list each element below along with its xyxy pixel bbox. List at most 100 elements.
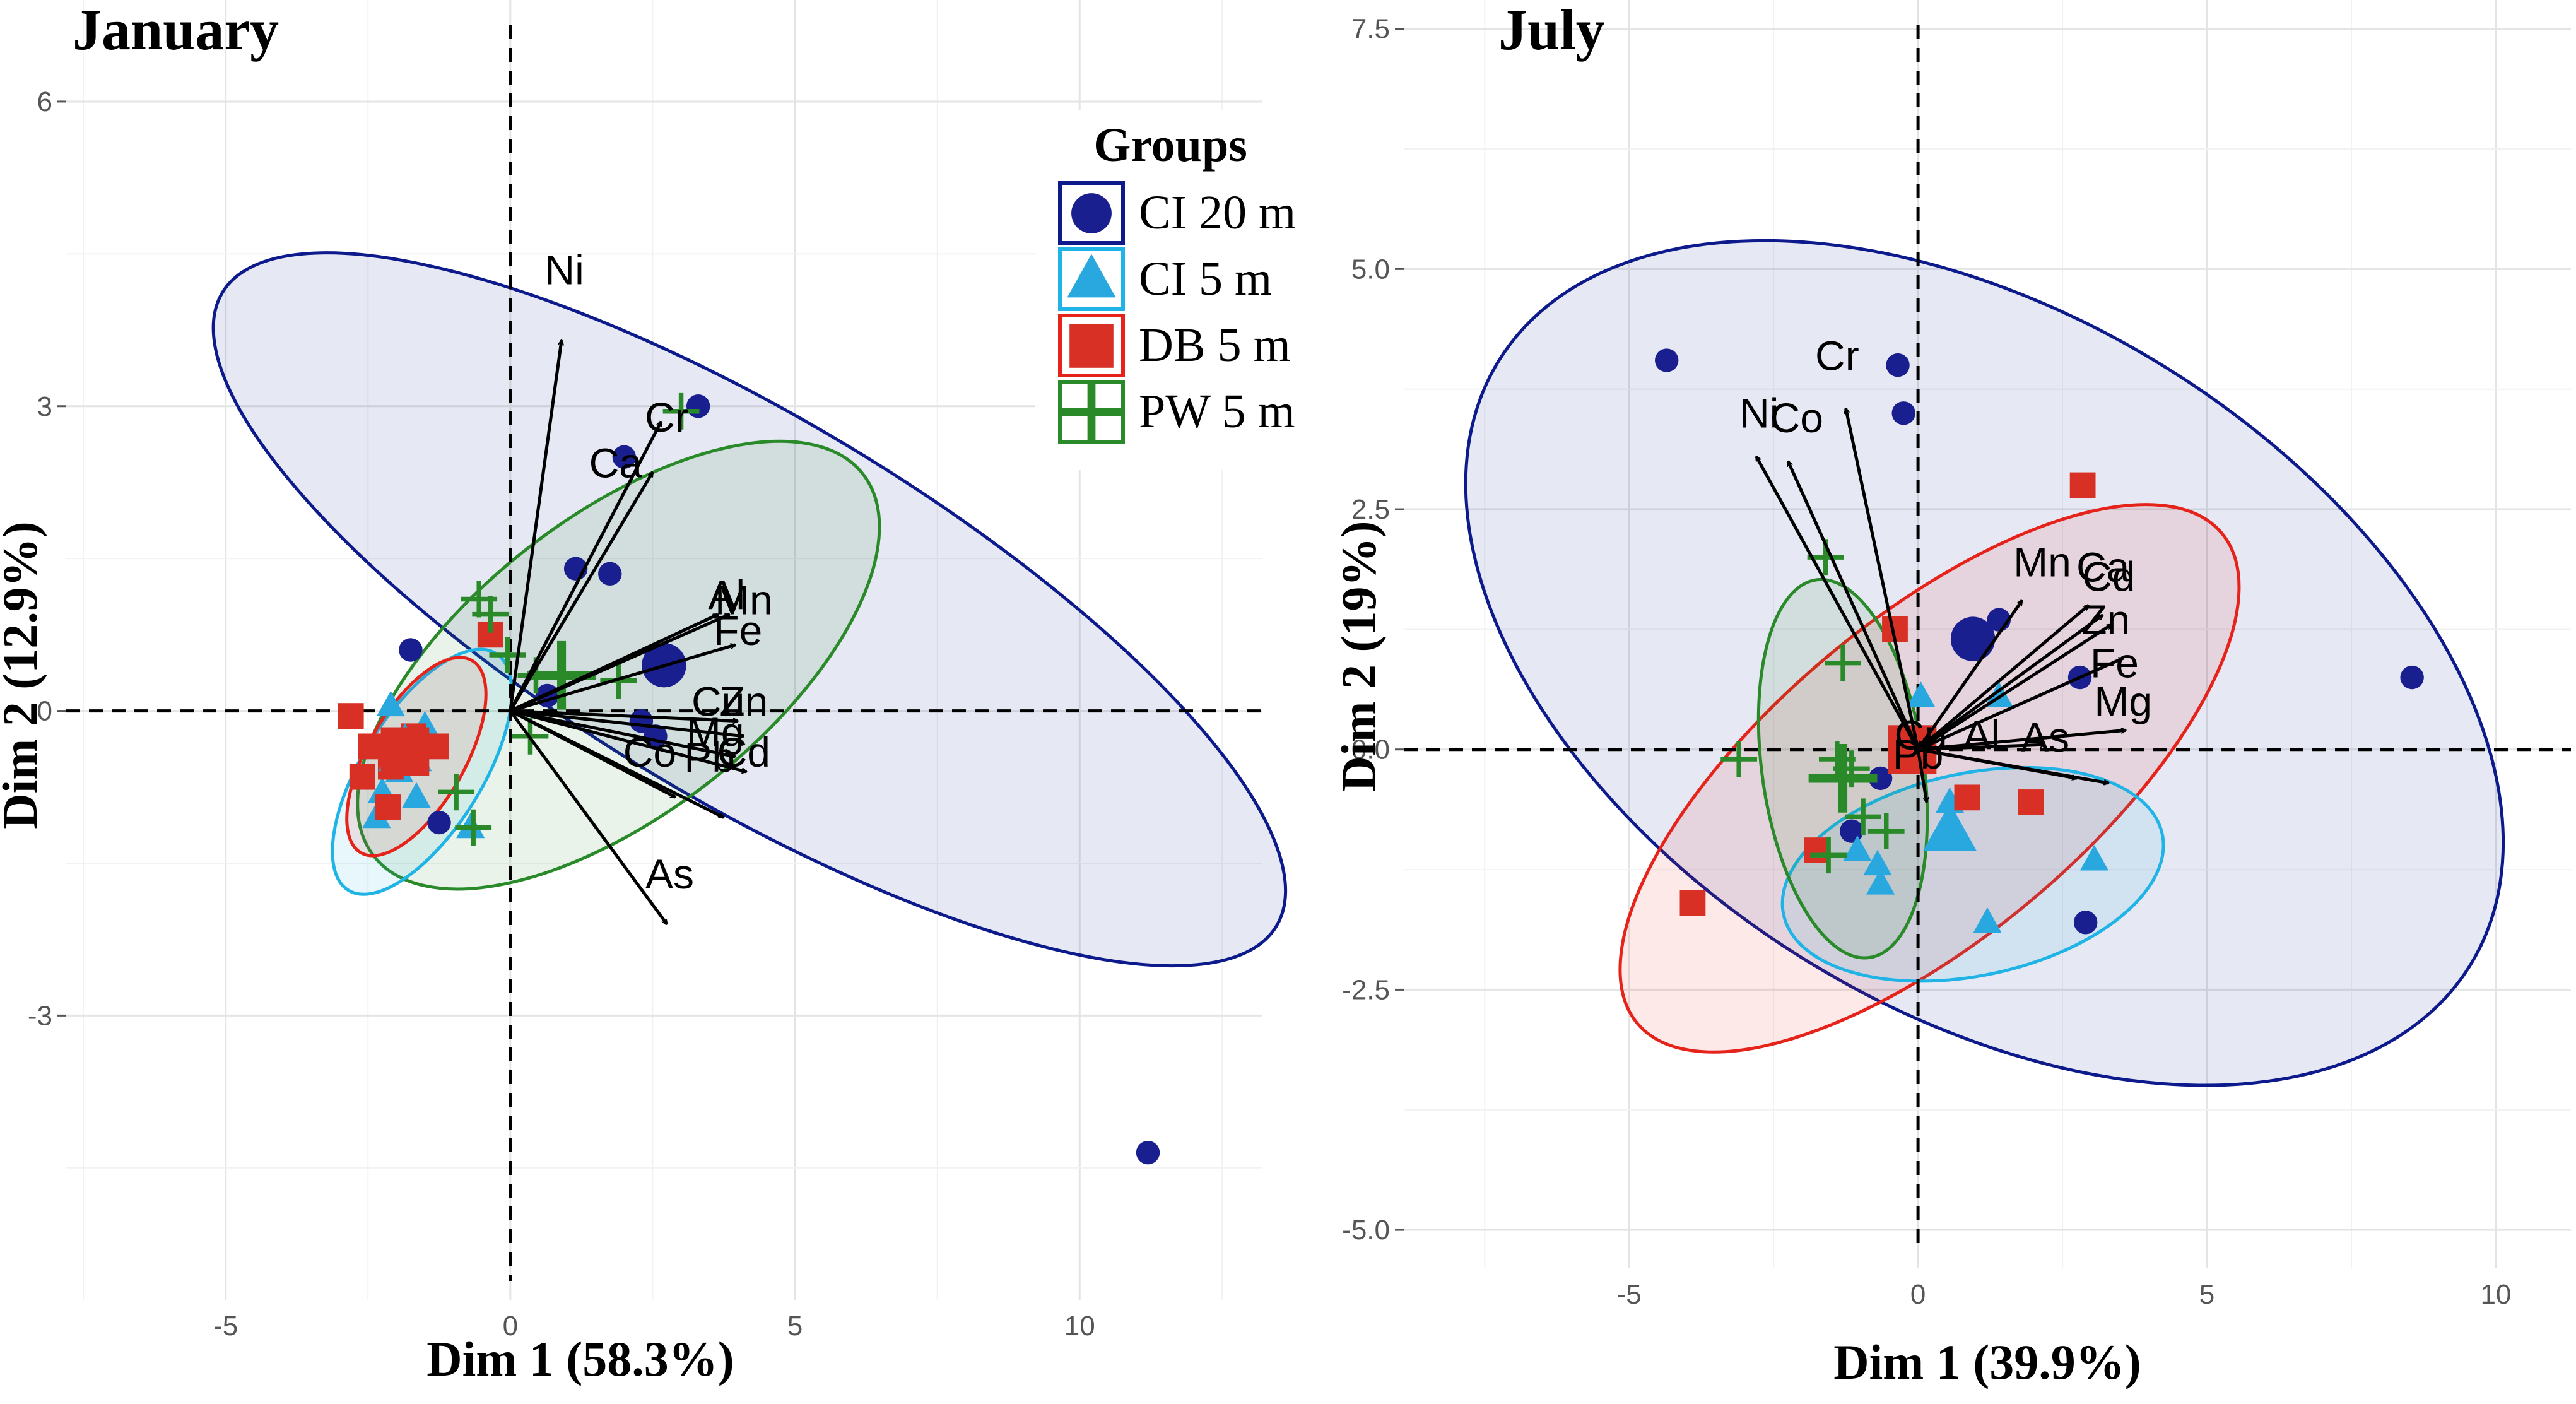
january-vector-ni: [509, 340, 562, 711]
january-vector-label-mn: Mn: [715, 577, 773, 623]
january-point-ci20-0: [1136, 1140, 1160, 1165]
july-vector-cd: [1917, 613, 2103, 751]
july-y-tick-label: -5.0: [1342, 1215, 1390, 1246]
january-vector-label-cr: Cr: [645, 394, 689, 440]
july-point-db5-19: [2018, 789, 2044, 815]
january-y-tick-label: 0: [37, 696, 52, 727]
january-ellipse-ci20: [211, 251, 1288, 968]
july-x-tick-label: 0: [1910, 1279, 1926, 1310]
january-centroids: [378, 640, 686, 776]
legend-label-db5: DB 5 m: [1139, 319, 1291, 372]
january-point-ci20-7: [399, 638, 423, 662]
january-x-tick-label: 10: [1064, 1311, 1095, 1342]
january-vector-label-zn: Zn: [719, 678, 768, 725]
july-vector-label-fe: Fe: [2090, 640, 2139, 687]
july-x-ticks: -5 0 5 10: [1617, 1279, 2512, 1310]
january-y-axis-title: Dim 2 (12.9%): [0, 521, 47, 829]
january-y-tick-label: 3: [37, 391, 52, 422]
january-title: January: [73, 0, 279, 62]
july-ellipse-ci5: [1780, 765, 2165, 983]
january-point-pw5-28: [472, 596, 509, 633]
july-origin-lines: [1404, 25, 2571, 1249]
january-point-db5-18: [338, 703, 364, 729]
january-x-axis-title: Dim 1 (58.3%): [426, 1331, 734, 1386]
july-point-pw5-24: [1825, 644, 1861, 681]
july-y-ticks: -5.0 -2.5 0.0 2.5 5.0 7.5: [1342, 14, 1404, 1246]
july-vector-label-co: Co: [1770, 394, 1823, 441]
january-point-ci20-2: [612, 445, 637, 469]
july-vector-ni: [1755, 456, 1920, 750]
july-vector-al: [1918, 745, 2045, 752]
january-point-db5-21: [375, 794, 401, 820]
january-y-tick-label: -3: [28, 1000, 52, 1031]
july-vector-label-cu: Cu: [1894, 712, 1947, 758]
july-y-tick-label: 5.0: [1351, 254, 1390, 285]
january-vector-as: [509, 710, 669, 924]
july-y-tick-label: 2.5: [1351, 494, 1390, 525]
july-ellipses: [1464, 239, 2505, 1087]
january-x-ticks: -5 0 5 10: [213, 1311, 1095, 1342]
july-point-ci20-1: [1886, 353, 1910, 377]
legend-marker-ci5-0: [1067, 254, 1116, 298]
january-y-tick-label: 6: [37, 86, 52, 117]
january-point-ci20-4: [598, 562, 622, 586]
january-vector-fe: [510, 645, 735, 712]
july-vector-mn: [1917, 601, 2024, 751]
january-vector-label-cd: Cd: [717, 729, 770, 776]
january-vector-cr: [509, 422, 663, 712]
january-vector-label-al: Al: [708, 572, 745, 618]
july-point-ci20-7: [1840, 819, 1864, 843]
january-point-pw5-33: [455, 809, 492, 846]
july-point-ci20-6: [1868, 766, 1893, 791]
july-y-axis-title: Dim 2 (19%): [1331, 521, 1386, 792]
july-vector-ca: [1917, 604, 2088, 751]
july-point-ci20-0: [1655, 348, 1679, 372]
january-point-ci5-10: [376, 690, 405, 717]
july-title: July: [1498, 0, 1605, 62]
july-y-tick-label: -2.5: [1342, 974, 1390, 1005]
january-origin-lines: [66, 25, 1262, 1281]
july-vector-label-cd: Cd: [2082, 553, 2135, 599]
january-vector-cu: [510, 709, 738, 721]
january-point-ci20-1: [686, 394, 710, 418]
july-vector-label-zn: Zn: [2081, 596, 2130, 643]
july-centroid-ci5-2: [1922, 803, 1977, 851]
july-x-tick-label: 5: [2199, 1279, 2214, 1310]
july-vector-label-al: Al: [1963, 712, 2000, 758]
legend-marker-ci20-0: [1071, 193, 1112, 233]
july-point-pw5-29: [1867, 813, 1905, 850]
july-points: [1655, 348, 2424, 935]
july-vector-pb: [1917, 748, 2077, 779]
july-x-tick-label: -5: [1617, 1279, 1642, 1310]
legend-title: Groups: [1093, 119, 1247, 172]
january-x-tick-label: 5: [787, 1311, 803, 1342]
january-point-db5-20: [349, 764, 375, 790]
july-vector-cr: [1846, 408, 1920, 750]
january-vector-zn: [510, 709, 744, 736]
july-vector-label-mg: Mg: [2094, 678, 2152, 724]
july-vector-zn: [1917, 623, 2112, 751]
january-x-tick-label: -5: [213, 1311, 238, 1342]
july-point-ci5-13: [1843, 835, 1872, 861]
legend-label-ci20: CI 20 m: [1139, 186, 1296, 239]
january-vector-label-mg: Mg: [686, 709, 744, 755]
january-vector-pb: [509, 709, 724, 819]
january-vector-label-fe: Fe: [714, 607, 762, 654]
july-vector-co: [1786, 461, 1920, 750]
january-vector-cd: [510, 709, 746, 772]
january-vector-ca: [509, 472, 654, 712]
july-point-ci5-12: [1863, 849, 1892, 876]
legend-marker-pw5-0: [1060, 380, 1123, 444]
january-vector-label-cu: Cu: [691, 678, 744, 725]
july-ellipse-ci20: [1464, 239, 2505, 1087]
july-point-ci20-2: [1891, 401, 1915, 425]
july-point-db5-22: [1679, 890, 1706, 916]
january-centroid-db5-3: [380, 727, 430, 776]
july-point-ci5-14: [1866, 869, 1895, 895]
july-point-pw5-26: [1720, 741, 1758, 777]
january-vector-label-pb: Pb: [684, 734, 735, 781]
